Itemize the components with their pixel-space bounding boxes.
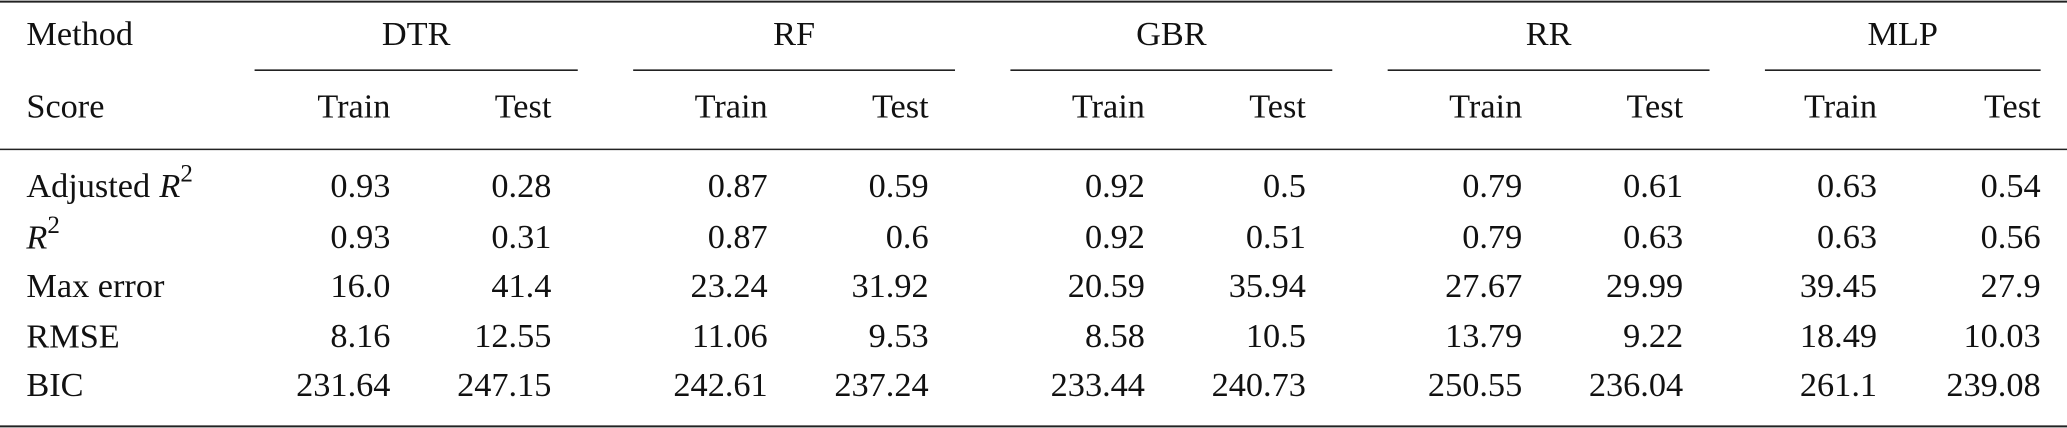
row-label: Adjusted R2 — [26, 160, 193, 204]
cell-value: 0.93 — [330, 218, 390, 256]
split-label: Test — [495, 88, 552, 126]
cell-value: 12.55 — [474, 317, 551, 355]
row-label-superscript: 2 — [180, 160, 193, 187]
row-label: RMSE — [26, 317, 119, 355]
cell-value: 9.22 — [1623, 317, 1683, 355]
method-name: DTR — [382, 15, 451, 53]
method-name: RF — [773, 15, 815, 53]
cell-value: 0.93 — [330, 167, 390, 205]
cell-value: 18.49 — [1800, 317, 1877, 355]
cell-value: 27.67 — [1445, 267, 1522, 305]
cell-value: 0.63 — [1817, 218, 1877, 256]
cell-value: 239.08 — [1946, 366, 2040, 404]
split-label: Train — [1072, 88, 1145, 126]
cell-value: 0.54 — [1981, 167, 2041, 205]
method-name: RR — [1526, 15, 1572, 53]
cell-value: 0.92 — [1085, 218, 1145, 256]
split-label: Train — [1449, 88, 1522, 126]
split-label: Train — [317, 88, 390, 126]
split-label: Train — [695, 88, 768, 126]
split-label: Test — [1984, 88, 2041, 126]
cell-value: 0.63 — [1623, 218, 1683, 256]
cell-value: 23.24 — [691, 267, 768, 305]
row-label-symbol: R — [158, 167, 180, 205]
row-label: Max error — [26, 267, 165, 305]
cell-value: 0.51 — [1246, 218, 1306, 256]
cell-value: 250.55 — [1428, 366, 1522, 404]
cell-value: 0.87 — [708, 218, 768, 256]
cell-value: 0.31 — [491, 218, 551, 256]
cell-value: 0.59 — [869, 167, 929, 205]
cell-value: 0.79 — [1462, 167, 1522, 205]
row-label-superscript: 2 — [47, 212, 60, 239]
cell-value: 13.79 — [1445, 317, 1522, 355]
row-label: BIC — [26, 366, 83, 404]
row-label-text: BIC — [26, 366, 83, 404]
row-label: R2 — [25, 212, 59, 256]
method-name: GBR — [1136, 15, 1207, 53]
cell-value: 29.99 — [1606, 267, 1683, 305]
cell-value: 0.6 — [886, 218, 929, 256]
cell-value: 10.03 — [1963, 317, 2040, 355]
cell-value: 8.58 — [1085, 317, 1145, 355]
cell-value: 247.15 — [457, 366, 551, 404]
cell-value: 16.0 — [330, 267, 390, 305]
score-header: Score — [26, 88, 104, 126]
row-label-text: Adjusted — [26, 167, 150, 205]
cell-value: 237.24 — [834, 366, 928, 404]
cell-value: 0.87 — [708, 167, 768, 205]
cell-value: 39.45 — [1800, 267, 1877, 305]
row-label-text: Max error — [26, 267, 165, 305]
cell-value: 27.9 — [1981, 267, 2041, 305]
cell-value: 240.73 — [1212, 366, 1306, 404]
row-label-text: RMSE — [26, 317, 119, 355]
cell-value: 0.92 — [1085, 167, 1145, 205]
split-label: Train — [1804, 88, 1877, 126]
cell-value: 0.61 — [1623, 167, 1683, 205]
cell-value: 0.63 — [1817, 167, 1877, 205]
cell-value: 9.53 — [869, 317, 929, 355]
split-label: Test — [872, 88, 929, 126]
cell-value: 0.79 — [1462, 218, 1522, 256]
method-header: Method — [26, 15, 133, 53]
method-name: MLP — [1868, 15, 1939, 53]
split-label: Test — [1627, 88, 1684, 126]
cell-value: 0.56 — [1981, 218, 2041, 256]
cell-value: 236.04 — [1589, 366, 1683, 404]
cell-value: 11.06 — [692, 317, 768, 355]
row-label-symbol: R — [25, 218, 47, 256]
cell-value: 41.4 — [491, 267, 551, 305]
cell-value: 35.94 — [1229, 267, 1306, 305]
cell-value: 31.92 — [851, 267, 928, 305]
cell-value: 242.61 — [673, 366, 767, 404]
cell-value: 10.5 — [1246, 317, 1306, 355]
cell-value: 20.59 — [1068, 267, 1145, 305]
cell-value: 231.64 — [296, 366, 390, 404]
cell-value: 0.28 — [491, 167, 551, 205]
cell-value: 8.16 — [330, 317, 390, 355]
cell-value: 233.44 — [1051, 366, 1145, 404]
cell-value: 0.5 — [1263, 167, 1306, 205]
split-label: Test — [1249, 88, 1306, 126]
cell-value: 261.1 — [1800, 366, 1877, 404]
